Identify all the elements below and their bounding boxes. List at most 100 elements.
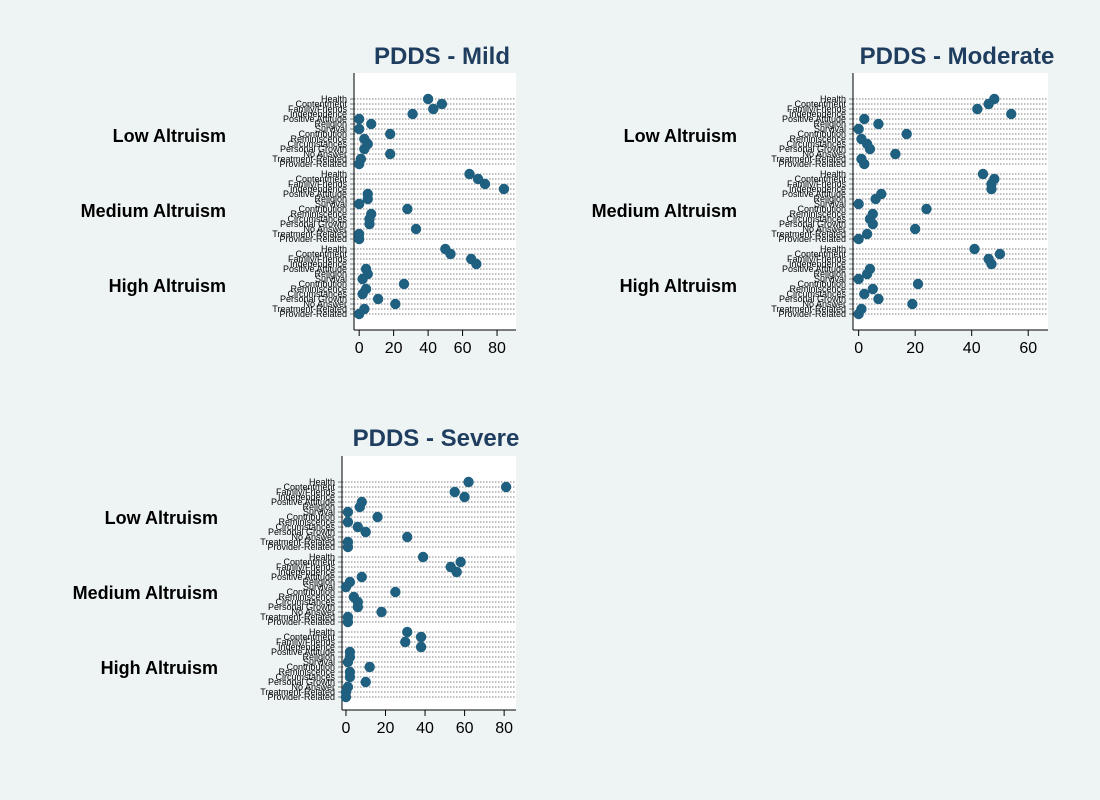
category-label: Positive Attitude (271, 497, 335, 507)
data-point (366, 118, 377, 130)
category-label: Contribution (298, 279, 347, 289)
category-label: Positive Attitude (782, 189, 846, 199)
data-point (436, 98, 448, 110)
data-point (901, 128, 912, 140)
data-point (354, 501, 365, 513)
category-label: Religion (813, 269, 846, 279)
data-point (360, 526, 371, 538)
category-label: No Answer (303, 224, 347, 234)
category-label: Circumstances (275, 672, 335, 682)
category-label: Contentment (283, 632, 335, 642)
category-label: Contribution (286, 662, 335, 672)
category-label: Positive Attitude (782, 264, 846, 274)
data-point (428, 103, 439, 115)
category-label: Reminiscence (278, 592, 335, 602)
category-label: Reminiscence (290, 134, 347, 144)
category-label: Personal Growth (268, 677, 335, 687)
group-label: Low Altruism (105, 508, 218, 528)
category-label: Independence (290, 109, 347, 119)
category-label: Family/Friends (276, 562, 336, 572)
category-label: No Answer (802, 224, 846, 234)
data-point (400, 636, 411, 648)
category-label: Provider-Related (778, 234, 846, 244)
category-label: Provider-Related (267, 542, 335, 552)
x-tick-label: 20 (385, 340, 403, 357)
data-point (912, 278, 924, 290)
data-point (352, 521, 364, 533)
category-label: Positive Attitude (271, 572, 335, 582)
data-point (342, 506, 354, 518)
category-label: Religion (302, 502, 335, 512)
category-label: Reminiscence (789, 284, 846, 294)
category-label: Religion (314, 194, 347, 204)
category-label: Personal Growth (280, 294, 347, 304)
x-tick-label: 20 (906, 340, 924, 357)
data-point (873, 118, 884, 130)
data-point (390, 298, 401, 310)
data-point (909, 223, 921, 235)
category-label: Personal Growth (268, 527, 335, 537)
category-label: Treatment-Related (272, 229, 347, 239)
category-label: Contentment (794, 249, 846, 259)
category-label: Contentment (283, 557, 335, 567)
category-label: Health (321, 169, 347, 179)
data-point (986, 258, 997, 270)
data-point (402, 531, 413, 543)
x-tick-label: 40 (416, 720, 434, 737)
category-label: Survival (303, 507, 335, 517)
data-point (861, 228, 873, 240)
category-label: Health (309, 552, 335, 562)
category-label: Independence (789, 184, 846, 194)
data-point (356, 571, 367, 583)
data-point (342, 541, 354, 553)
category-label: Reminiscence (290, 284, 347, 294)
category-label: Circumstances (275, 597, 335, 607)
data-point (455, 556, 466, 568)
category-label: Contentment (283, 482, 335, 492)
data-point (853, 198, 864, 210)
category-label: Personal Growth (779, 219, 846, 229)
data-point (471, 258, 482, 270)
data-point (853, 123, 864, 135)
data-point (352, 601, 364, 613)
category-label: Religion (302, 577, 335, 587)
category-label: Contribution (298, 129, 347, 139)
data-point (867, 283, 878, 295)
category-label: Positive Attitude (283, 114, 347, 124)
panel-title: PDDS - Severe (353, 425, 520, 452)
category-label: Survival (315, 199, 347, 209)
group-label: High Altruism (620, 276, 737, 296)
category-label: Family/Friends (787, 104, 847, 114)
data-point (859, 158, 870, 170)
category-label: Independence (290, 184, 347, 194)
data-point (410, 223, 422, 235)
panel-title: PDDS - Mild (374, 43, 510, 70)
category-label: Provider-Related (279, 309, 347, 319)
category-label: Survival (814, 124, 846, 134)
data-point (853, 273, 864, 285)
data-point (907, 298, 918, 310)
category-label: Treatment-Related (260, 537, 335, 547)
category-label: Circumstances (786, 214, 846, 224)
data-point (364, 218, 375, 230)
data-point (398, 278, 410, 290)
data-point (867, 218, 878, 230)
data-point (342, 656, 354, 668)
category-label: Circumstances (287, 214, 347, 224)
data-point (859, 288, 870, 300)
category-label: Health (820, 94, 846, 104)
category-label: Circumstances (275, 522, 335, 532)
category-label: Personal Growth (280, 219, 347, 229)
data-point (364, 661, 375, 673)
x-tick-label: 80 (488, 340, 506, 357)
data-point (353, 198, 365, 210)
group-label: Low Altruism (624, 126, 737, 146)
group-label: High Altruism (101, 658, 218, 678)
category-label: No Answer (291, 532, 335, 542)
group-label: High Altruism (109, 276, 226, 296)
x-tick-label: 40 (419, 340, 437, 357)
data-point (986, 183, 997, 195)
data-point (864, 143, 876, 155)
